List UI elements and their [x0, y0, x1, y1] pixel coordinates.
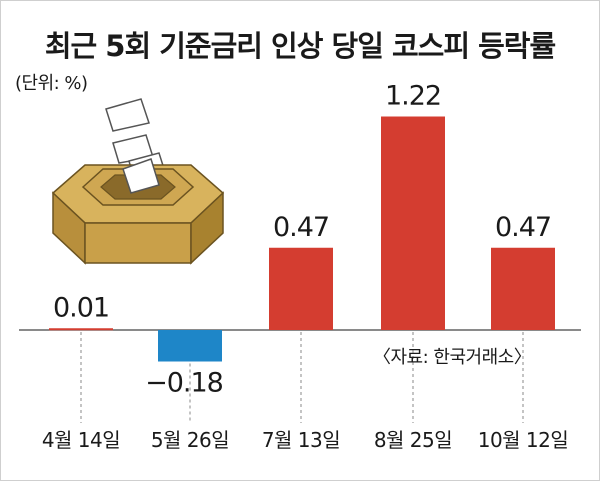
data-label: 1.22: [385, 81, 441, 112]
x-tick-label: 10월 12일: [478, 428, 569, 452]
x-tick-label: 5월 26일: [151, 428, 229, 452]
bar: [49, 328, 113, 331]
unit-label: (단위: %): [15, 73, 88, 94]
data-label: 0.47: [273, 212, 329, 243]
bar: [158, 330, 222, 362]
x-tick-label: 7월 13일: [262, 428, 340, 452]
chart-title: 최근 5회 기준금리 인상 당일 코스피 등락률: [44, 29, 556, 63]
source-label: 〈자료: 한국거래소〉: [373, 347, 532, 368]
x-tick-label: 8월 25일: [374, 428, 452, 452]
bar: [269, 247, 333, 330]
data-label: 0.01: [53, 292, 109, 323]
ballot-box-icon: [51, 98, 225, 265]
data-label: −0.18: [145, 368, 223, 399]
data-label: 0.47: [495, 212, 551, 243]
bar: [381, 116, 445, 330]
bar: [491, 247, 555, 330]
x-tick-label: 4월 14일: [42, 428, 120, 452]
